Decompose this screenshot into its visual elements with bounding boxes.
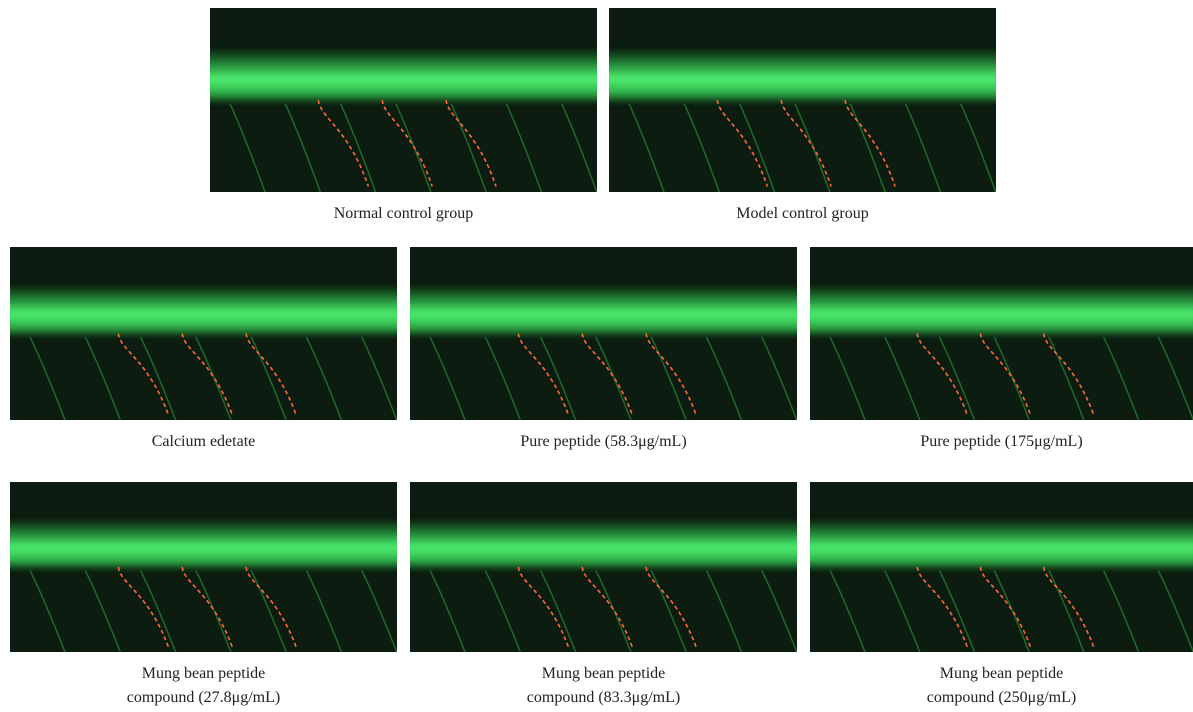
caption-line: Mung bean peptide [810,662,1193,686]
image [810,247,1193,420]
figure: Normal control group Model control group C… [0,0,1193,712]
micrograph [10,482,397,652]
tissue-band [810,285,1193,337]
tissue-band [410,519,797,570]
tissue-band [609,48,996,103]
image [609,8,996,192]
caption-line: compound (83.3μg/mL) [410,686,797,710]
caption: Calcium edetate [10,430,397,454]
tissue-band [410,285,797,337]
caption-line: Model control group [609,202,996,226]
tissue-band [10,519,397,570]
image [410,482,797,652]
caption: Pure peptide (175μg/mL) [810,430,1193,454]
caption: Pure peptide (58.3μg/mL) [410,430,797,454]
image [210,8,597,192]
micrograph [810,482,1193,652]
tissue-band [10,285,397,337]
caption-line: Normal control group [210,202,597,226]
micrograph [210,8,597,192]
image [410,247,797,420]
image [10,247,397,420]
caption-line: Pure peptide (175μg/mL) [810,430,1193,454]
micrograph [609,8,996,192]
image [810,482,1193,652]
micrograph [410,482,797,652]
caption: Normal control group [210,202,597,226]
tissue-band [210,48,597,103]
caption-line: Calcium edetate [10,430,397,454]
caption-line: Mung bean peptide [410,662,797,686]
caption-line: compound (27.8μg/mL) [10,686,397,710]
caption-line: compound (250μg/mL) [810,686,1193,710]
micrograph [10,247,397,420]
caption-line: Mung bean peptide [10,662,397,686]
image [10,482,397,652]
caption-line: Pure peptide (58.3μg/mL) [410,430,797,454]
caption: Model control group [609,202,996,226]
tissue-band [810,519,1193,570]
micrograph [810,247,1193,420]
micrograph [410,247,797,420]
